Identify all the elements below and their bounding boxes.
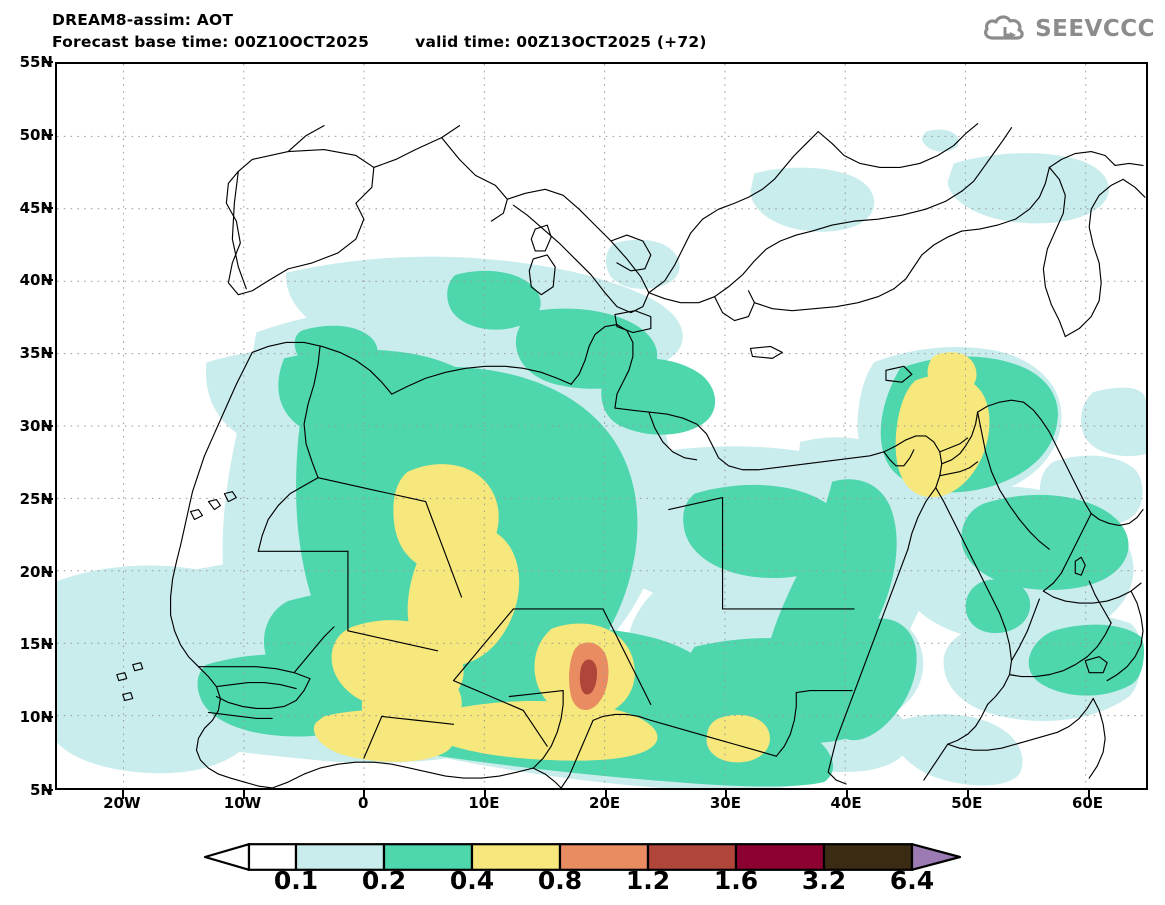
- ytick-mark: [44, 61, 53, 63]
- forecast-base-time: Forecast base time: 00Z10OCT2025: [52, 33, 370, 51]
- xtick-mark: [725, 790, 728, 799]
- forecast-time-line: Forecast base time: 00Z10OCT2025 valid ti…: [52, 33, 707, 51]
- colorbar-over-arrow: [910, 843, 962, 871]
- ytick-mark: [44, 352, 53, 355]
- xtick-mark: [1087, 790, 1090, 799]
- ytick-mark: [44, 133, 53, 136]
- ytick-mark: [44, 497, 53, 500]
- colorbar-seg-5: [646, 843, 738, 871]
- colorbar-label-5: 1.6: [713, 866, 759, 895]
- xtick-label-40e: 40E: [830, 794, 862, 812]
- valid-time: valid time: 00Z13OCT2025 (+72): [415, 33, 707, 51]
- xtick-label-10w: 10W: [223, 794, 262, 812]
- ytick-label-10n: 10N: [19, 708, 53, 727]
- ytick-label-35n: 35N: [19, 344, 53, 363]
- map-plot-area: [55, 62, 1148, 790]
- xtick-mark: [242, 790, 245, 799]
- ytick-label-5n: 5N: [30, 781, 53, 799]
- xtick-label-10e: 10E: [468, 794, 500, 812]
- ytick-label-20n: 20N: [19, 562, 53, 581]
- xtick-label-0: 0: [357, 794, 369, 812]
- xtick-mark: [846, 790, 849, 799]
- colorbar-seg-2: [382, 843, 474, 871]
- ytick-label-55n: 55N: [19, 53, 53, 71]
- cloud-icon: [983, 12, 1029, 46]
- colorbar-label-7: 6.4: [889, 866, 935, 895]
- xtick-label-20w: 20W: [103, 794, 141, 812]
- ytick-mark: [44, 206, 53, 209]
- xtick-mark: [483, 790, 486, 799]
- ytick-label-50n: 50N: [19, 125, 53, 144]
- colorbar-seg-4: [558, 843, 650, 871]
- xtick-mark: [604, 790, 607, 799]
- colorbar-label-2: 0.4: [449, 866, 495, 895]
- xtick-label-50e: 50E: [951, 794, 983, 812]
- colorbar-label-3: 0.8: [537, 866, 583, 895]
- xtick-mark: [363, 790, 366, 799]
- aot-contour-map: [57, 64, 1146, 788]
- ytick-label-25n: 25N: [19, 489, 53, 508]
- colorbar-seg-1: [294, 843, 386, 871]
- colorbar-label-1: 0.2: [361, 866, 407, 895]
- colorbar-label-6: 3.2: [801, 866, 847, 895]
- xtick-label-20e: 20E: [589, 794, 621, 812]
- colorbar-label-4: 1.2: [625, 866, 671, 895]
- ytick-label-40n: 40N: [19, 271, 53, 290]
- xtick-mark: [966, 790, 969, 799]
- ytick-label-15n: 15N: [19, 635, 53, 654]
- ytick-mark: [44, 716, 53, 719]
- ytick-mark: [44, 643, 53, 646]
- colorbar-seg-7: [822, 843, 914, 871]
- grid-lines: [57, 64, 1146, 788]
- colorbar-seg-0: [247, 843, 298, 871]
- ytick-label-45n: 45N: [19, 198, 53, 217]
- xtick-mark: [121, 790, 124, 799]
- ytick-label-30n: 30N: [19, 417, 53, 435]
- colorbar-under-arrow: [203, 843, 251, 871]
- colorbar: [203, 843, 962, 871]
- ytick-mark: [44, 425, 53, 427]
- xtick-label-60e: 60E: [1071, 794, 1104, 812]
- coastline-layer: [116, 123, 1146, 788]
- ytick-mark: [44, 570, 53, 573]
- ytick-mark: [44, 789, 53, 791]
- xtick-label-30e: 30E: [709, 794, 741, 812]
- seevccc-logo: SEEVCCC: [983, 12, 1155, 46]
- page-title: DREAM8-assim: AOT: [52, 11, 234, 29]
- colorbar-label-0: 0.1: [273, 866, 319, 895]
- colorbar-seg-6: [734, 843, 826, 871]
- logo-text: SEEVCCC: [1035, 16, 1155, 42]
- ytick-mark: [44, 279, 53, 282]
